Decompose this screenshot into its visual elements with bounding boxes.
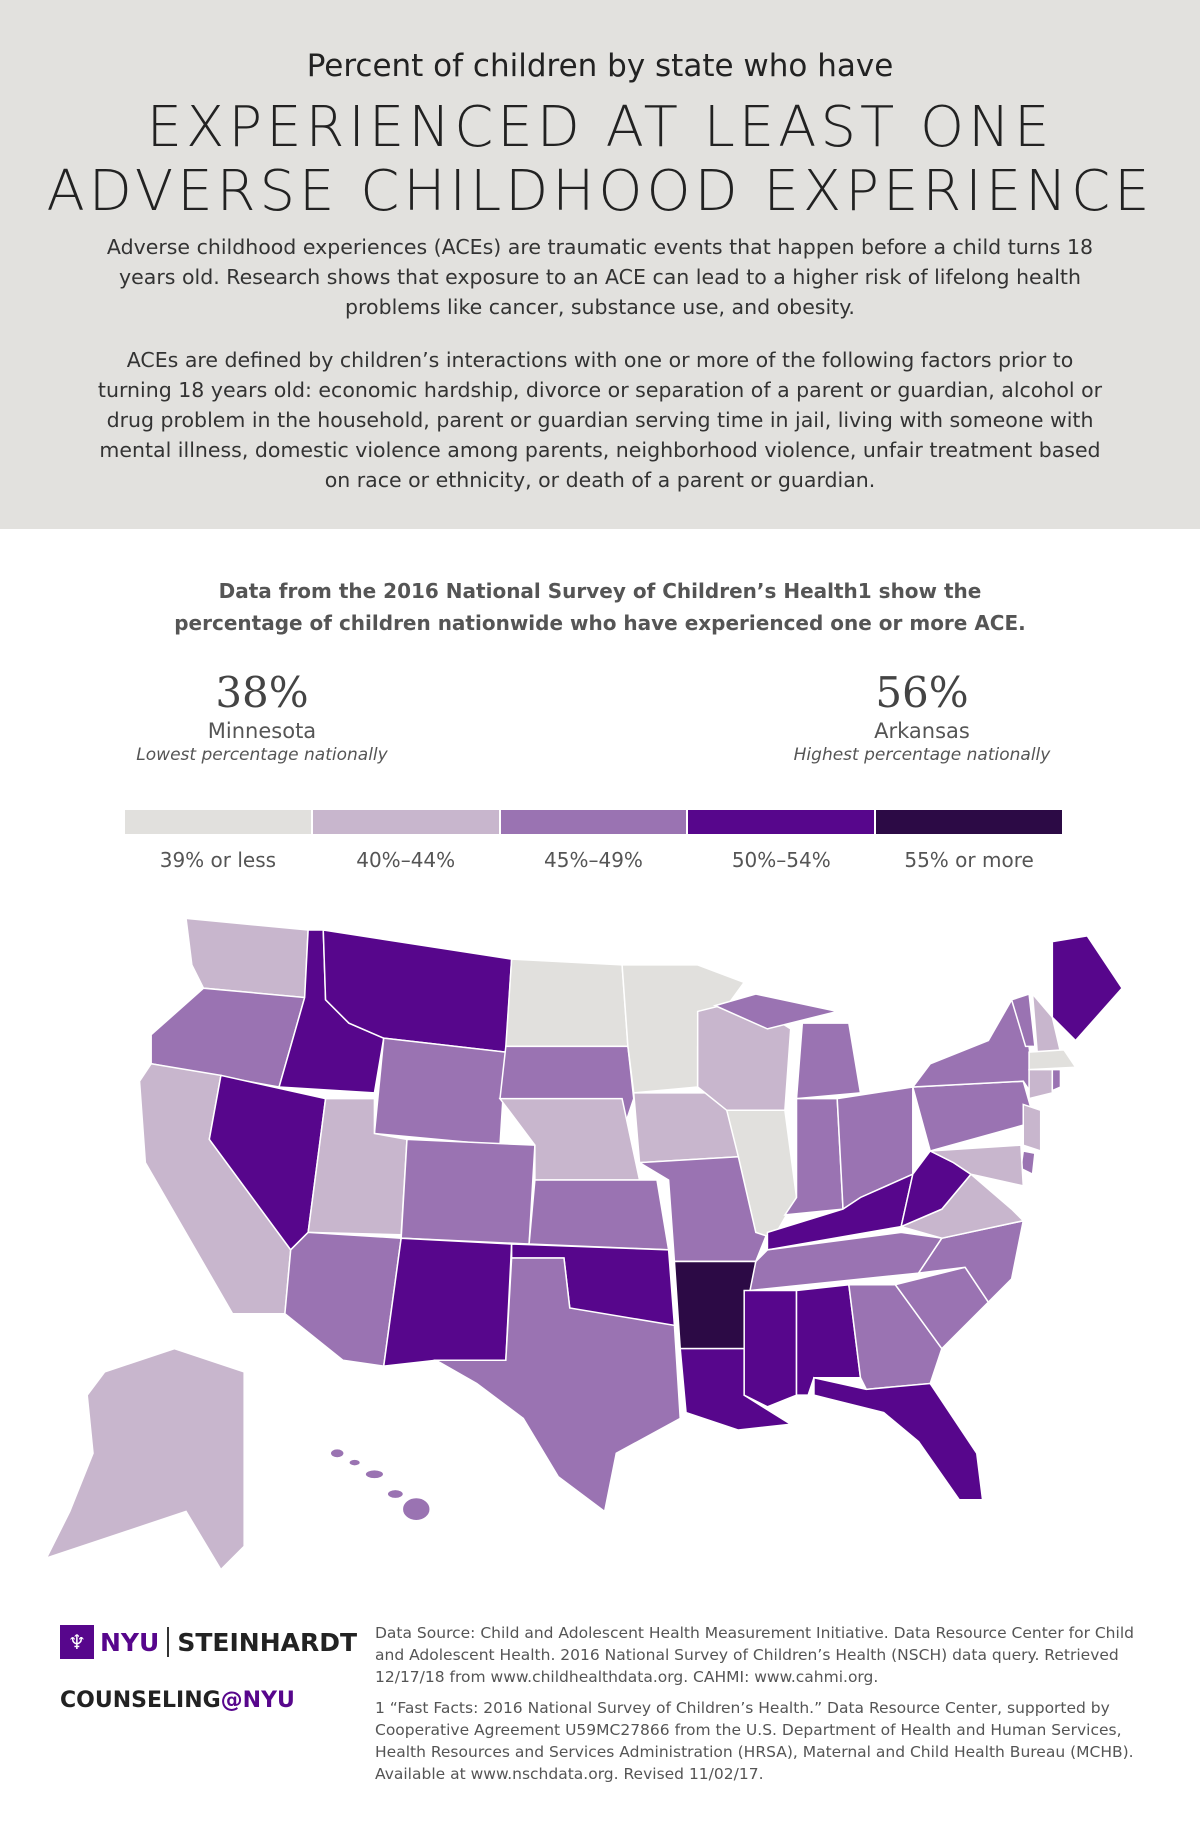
counseling-logo: COUNSELING@NYU [60, 1688, 295, 1713]
legend-label: 55% or more [904, 848, 1034, 872]
state-ks [528, 1179, 670, 1251]
legend-label: 40%–44% [356, 848, 456, 872]
highest-stat: 56% Arkansas Highest percentage national… [752, 668, 1092, 765]
state-co [400, 1138, 536, 1245]
legend-item: 50%–54% [688, 810, 875, 872]
logo-at-nyu: @NYU [220, 1688, 295, 1713]
state-ri [1051, 1068, 1062, 1092]
legend-swatch [312, 810, 499, 834]
us-map [45, 917, 1124, 1571]
title-line-2: ADVERSE CHILDHOOD EXPERIENCE [46, 159, 1154, 224]
state-hi [386, 1488, 405, 1500]
state-ma [1028, 1049, 1077, 1071]
footnote: 1 “Fast Facts: 2016 National Survey of C… [375, 1699, 1134, 1783]
legend-label: 45%–49% [544, 848, 643, 872]
state-vt [1010, 992, 1036, 1048]
state-az [284, 1231, 403, 1367]
header: Percent of children by state who have EX… [0, 0, 1200, 529]
logo-steinhardt: STEINHARDT [177, 1627, 358, 1657]
lead-text: Data from the 2016 National Survey of Ch… [0, 575, 1200, 639]
legend-swatch [125, 810, 311, 834]
state-in [783, 1097, 844, 1216]
subtitle: Percent of children by state who have [306, 48, 894, 84]
data-source: Data Source: Child and Adolescent Health… [375, 1624, 1134, 1686]
state-nj [1022, 1103, 1042, 1153]
state-nm [382, 1237, 513, 1367]
state-wy [373, 1037, 507, 1146]
state-me [1051, 935, 1124, 1042]
legend-item: 55% or more [876, 810, 1062, 872]
lowest-desc: Lowest percentage nationally [136, 745, 388, 765]
lead-line-1: Data from the 2016 National Survey of Ch… [218, 579, 982, 603]
state-ms [743, 1289, 798, 1408]
legend-item: 45%–49% [500, 810, 687, 872]
legend-item: 39% or less [125, 810, 311, 872]
state-mi [795, 1022, 862, 1100]
highest-state: Arkansas [874, 719, 970, 743]
definition-paragraph: ACEs are defined by children’s interacti… [97, 348, 1103, 492]
highest-value: 56% [875, 668, 969, 717]
state-hi [364, 1468, 385, 1480]
legend-label: 50%–54% [731, 848, 831, 872]
lowest-value: 38% [215, 668, 309, 717]
state-mi [712, 993, 838, 1030]
intro-paragraph: Adverse childhood experiences (ACEs) are… [106, 235, 1094, 319]
legend-swatch [876, 810, 1062, 834]
state-hi [329, 1447, 345, 1459]
lowest-stat: 38% Minnesota Lowest percentage national… [92, 668, 432, 765]
state-tx [433, 1257, 682, 1513]
state-ct [1028, 1068, 1054, 1100]
legend-swatch [500, 810, 687, 834]
legend-swatch [688, 810, 875, 834]
logo-nyu: NYU [100, 1627, 160, 1657]
title: EXPERIENCED AT LEAST ONE ADVERSE CHILDHOO… [0, 96, 1200, 224]
state-hi [348, 1458, 362, 1467]
state-pa [911, 1080, 1036, 1152]
logo-counseling: COUNSELING [60, 1688, 221, 1713]
legend-label: 39% or less [159, 848, 277, 872]
title-line-1: EXPERIENCED AT LEAST ONE [146, 95, 1054, 160]
lead-line-2: percentage of children nationwide who ha… [174, 611, 1026, 635]
state-wa [185, 917, 309, 999]
nyu-steinhardt-logo: ♆ NYU STEINHARDT [60, 1625, 357, 1659]
state-nd [505, 958, 629, 1048]
lowest-state: Minnesota [207, 719, 317, 743]
legend: 39% or less 40%–44% 45%–49% 50%–54% 55% or m… [125, 810, 1062, 872]
torch-icon: ♆ [60, 1625, 94, 1659]
legend-item: 40%–44% [312, 810, 499, 872]
state-hi [401, 1496, 431, 1522]
highest-desc: Highest percentage nationally [793, 745, 1051, 765]
state-md [927, 1144, 1025, 1187]
state-fl [813, 1376, 984, 1501]
state-ak [45, 1347, 245, 1571]
